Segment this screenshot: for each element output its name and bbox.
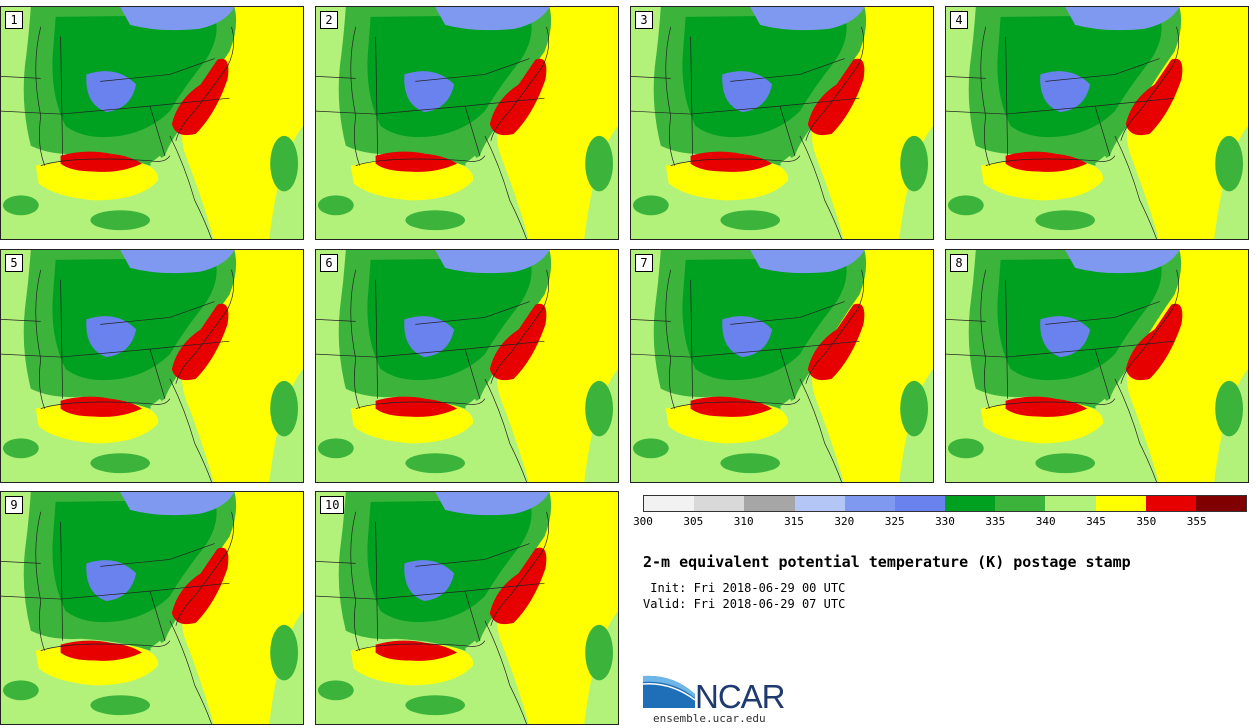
map-svg — [316, 250, 618, 482]
colorbar-tick-label: 315 — [784, 515, 804, 528]
member-panel-6: 6 — [315, 249, 619, 483]
map-svg — [1, 492, 303, 724]
colorbar-swatch — [694, 496, 745, 511]
member-label: 9 — [5, 496, 23, 514]
map-svg — [316, 7, 618, 239]
member-panel-3: 3 — [630, 6, 934, 240]
member-label: 5 — [5, 254, 23, 272]
colorbar-tick-label: 320 — [834, 515, 855, 528]
colorbar-tick-label: 325 — [884, 515, 905, 528]
map-svg — [1, 250, 303, 482]
valid-time: Valid: Fri 2018-06-29 07 UTC — [643, 597, 846, 611]
map-svg — [631, 7, 933, 239]
map-svg — [316, 492, 618, 724]
member-panel-9: 9 — [0, 491, 304, 725]
member-panel-1: 1 — [0, 6, 304, 240]
colorbar-tick-label: 310 — [733, 515, 754, 528]
colorbar-swatch — [1145, 496, 1196, 511]
member-panel-4: 4 — [945, 6, 1249, 240]
member-panel-10: 10 — [315, 491, 619, 725]
member-label: 10 — [320, 496, 345, 514]
member-label: 8 — [950, 254, 968, 272]
map-svg — [946, 7, 1248, 239]
member-panel-7: 7 — [630, 249, 934, 483]
map-svg — [631, 250, 933, 482]
map-svg — [1, 7, 303, 239]
colorbar-swatch — [945, 496, 996, 511]
colorbar-tick-label: 350 — [1136, 515, 1157, 528]
colorbar-swatch — [1045, 496, 1096, 511]
colorbar-swatch — [995, 496, 1046, 511]
colorbar-tick-label: 305 — [683, 515, 704, 528]
member-label: 1 — [5, 11, 23, 29]
logo-url: ensemble.ucar.edu — [653, 712, 766, 725]
ncar-logo-text: NCAR — [695, 678, 786, 715]
member-label: 6 — [320, 254, 338, 272]
colorbar-swatch — [794, 496, 845, 511]
member-label: 4 — [950, 11, 968, 29]
member-panel-8: 8 — [945, 249, 1249, 483]
map-svg — [946, 250, 1248, 482]
colorbar-tick-label: 330 — [935, 515, 955, 528]
chart-title: 2-m equivalent potential temperature (K)… — [643, 553, 1131, 571]
member-label: 3 — [635, 11, 653, 29]
colorbar-swatch — [844, 496, 895, 511]
member-panel-2: 2 — [315, 6, 619, 240]
member-panel-5: 5 — [0, 249, 304, 483]
colorbar: 300 305 310 315 320 325 330 335 340 345 350 355 — [633, 495, 1247, 531]
member-label: 2 — [320, 11, 338, 29]
colorbar-swatch — [744, 496, 795, 511]
colorbar-tick-label: 335 — [985, 515, 1006, 528]
colorbar-tick-label: 345 — [1086, 515, 1106, 528]
init-time: Init: Fri 2018-06-29 00 UTC — [643, 581, 846, 595]
member-label: 7 — [635, 254, 653, 272]
colorbar-swatch — [1095, 496, 1146, 511]
ncar-logo-icon — [643, 675, 696, 708]
colorbar-tick-label: 340 — [1035, 515, 1056, 528]
colorbar-swatches — [643, 495, 1247, 512]
colorbar-tick-label: 355 — [1186, 515, 1207, 528]
colorbar-swatch — [1195, 496, 1247, 511]
colorbar-swatch — [644, 496, 695, 511]
colorbar-swatch — [894, 496, 946, 511]
colorbar-tick-label: 300 — [633, 515, 653, 528]
